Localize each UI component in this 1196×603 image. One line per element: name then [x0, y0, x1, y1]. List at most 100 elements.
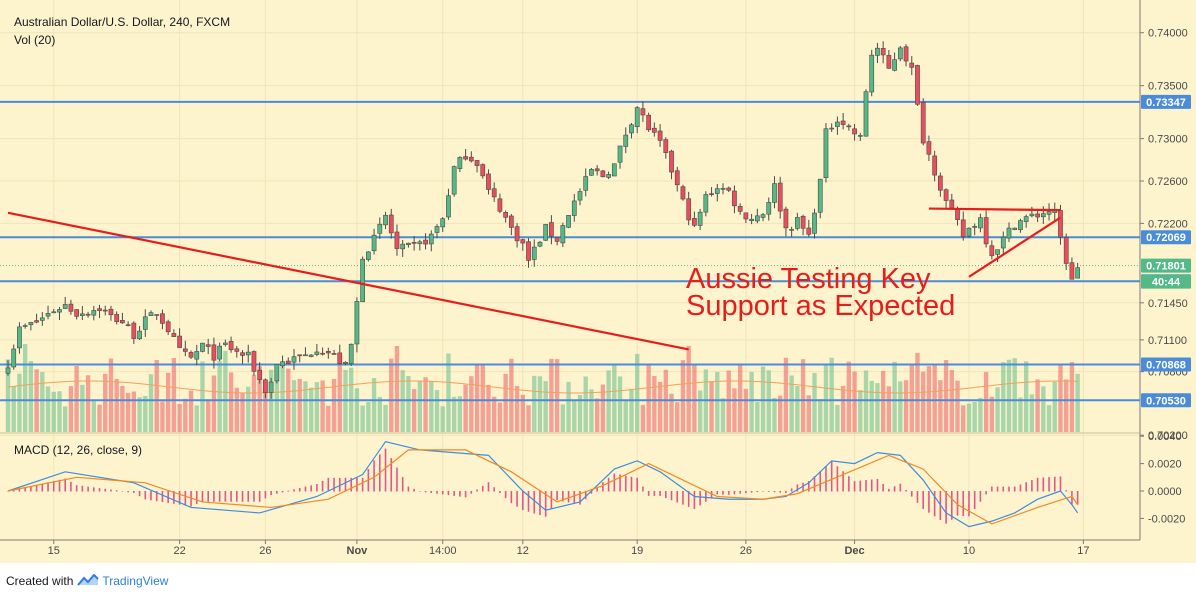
- candle: [995, 249, 1000, 263]
- volume-bar: [188, 390, 194, 432]
- candle: [600, 169, 606, 178]
- candle-body: [463, 156, 468, 160]
- candle-body: [983, 217, 989, 245]
- candle-body: [446, 195, 451, 218]
- candle: [320, 347, 325, 356]
- volume-bar: [514, 385, 520, 432]
- volume-bar: [675, 402, 680, 432]
- volume-bar: [469, 376, 474, 432]
- candle-body: [366, 251, 371, 260]
- candle-body: [486, 173, 491, 190]
- candle: [617, 145, 623, 169]
- time-tick-label: 10: [963, 545, 975, 557]
- volume-bar: [921, 371, 926, 432]
- candle-body: [39, 317, 45, 321]
- volume-bar: [823, 365, 829, 432]
- candle: [148, 310, 154, 316]
- candle: [308, 354, 314, 358]
- price-labels[interactable]: 0.733470.720690.718010.716530.708680.705…: [1141, 94, 1191, 408]
- candle-body: [897, 47, 903, 60]
- candle: [114, 311, 120, 325]
- volume-bar: [732, 388, 737, 432]
- volume-bar: [257, 366, 262, 432]
- tradingview-link[interactable]: TradingView: [102, 574, 169, 588]
- volume-bar: [5, 359, 11, 432]
- candle: [806, 219, 812, 237]
- candle-body: [451, 166, 457, 195]
- candle: [857, 132, 863, 141]
- candle-body: [892, 59, 897, 71]
- candle-body: [148, 312, 154, 316]
- volume-bar: [577, 394, 583, 432]
- candle: [240, 350, 245, 364]
- candle-body: [880, 48, 886, 56]
- volume-bar: [131, 391, 137, 432]
- volume-bar: [143, 396, 148, 432]
- candle: [680, 184, 686, 201]
- volume-bar: [326, 405, 331, 432]
- volume-bar: [560, 404, 566, 432]
- volume-bar: [686, 345, 691, 432]
- candle: [188, 350, 194, 360]
- candle: [531, 239, 537, 267]
- candle: [835, 116, 840, 135]
- candle: [120, 312, 125, 324]
- volume-bar: [68, 386, 74, 432]
- candle: [634, 106, 640, 134]
- volume-bar: [492, 396, 497, 432]
- candle: [285, 357, 291, 365]
- volume-bar: [669, 393, 674, 432]
- volume-bar: [22, 343, 28, 432]
- volume-bar: [509, 358, 514, 432]
- candle-body: [692, 218, 697, 226]
- candle-body: [852, 128, 857, 135]
- candle: [428, 230, 434, 252]
- volume-bar: [943, 359, 949, 432]
- candle-body: [863, 91, 869, 137]
- volume-bar: [1029, 394, 1035, 432]
- volume-bar: [635, 353, 640, 432]
- candle: [703, 191, 709, 217]
- candle: [85, 311, 91, 318]
- candle: [354, 297, 360, 353]
- price-label-tag: [1141, 357, 1191, 372]
- candle-body: [920, 101, 926, 144]
- volume-bar: [125, 392, 131, 432]
- volume-bar: [497, 402, 503, 432]
- candle-body: [394, 231, 400, 249]
- candle-body: [1006, 227, 1012, 239]
- candle: [577, 188, 583, 206]
- volume-bar: [657, 381, 663, 432]
- volume-bar: [74, 365, 79, 432]
- candle-body: [383, 214, 388, 226]
- candle: [331, 349, 337, 355]
- candle: [554, 237, 560, 246]
- candle-body: [114, 314, 120, 322]
- volume-bar: [938, 380, 943, 432]
- volume-bar: [737, 364, 743, 432]
- candle: [280, 355, 285, 369]
- candle-body: [263, 379, 268, 393]
- volume-bar: [63, 406, 68, 432]
- candle-body: [1046, 211, 1052, 215]
- macd-tick-label: -0.0020: [1148, 513, 1185, 525]
- candle: [657, 124, 663, 147]
- candle-body: [703, 194, 709, 213]
- candle-body: [400, 243, 406, 250]
- candle: [1058, 204, 1063, 245]
- candle: [1063, 233, 1069, 270]
- countdown-text: 40:44: [1152, 277, 1181, 289]
- volume-bar: [240, 393, 245, 432]
- candle-body: [434, 226, 440, 233]
- volume-bar: [51, 391, 56, 432]
- candle: [920, 98, 926, 146]
- volume-bar: [337, 364, 342, 432]
- candle: [91, 305, 97, 321]
- volume-bar: [1012, 358, 1017, 432]
- candle-body: [480, 164, 486, 177]
- candle-body: [737, 205, 743, 212]
- volume-bar: [1075, 373, 1080, 432]
- candle-body: [663, 139, 669, 153]
- volume-bar: [457, 396, 463, 432]
